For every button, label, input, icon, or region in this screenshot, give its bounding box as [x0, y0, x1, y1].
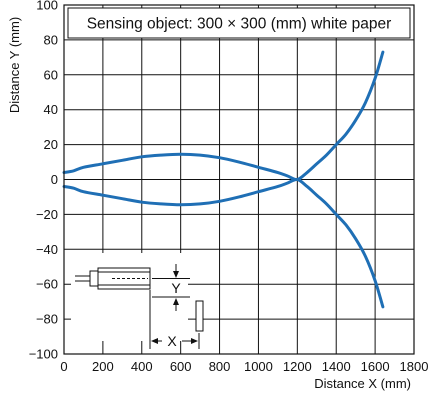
- y-tick-label: 80: [44, 32, 58, 47]
- target-plate: [195, 300, 204, 332]
- x-tick-label: 1400: [322, 359, 351, 374]
- inset-x-label: X: [167, 333, 177, 349]
- inset-diagram: Y X: [71, 253, 204, 349]
- x-tick-label: 1600: [361, 359, 390, 374]
- x-tick-label: 1800: [400, 359, 429, 374]
- x-axis-title: Distance X (mm): [314, 376, 411, 391]
- y-tick-label: 20: [44, 137, 58, 152]
- x-tick-label: 600: [170, 359, 192, 374]
- y-tick-label: −40: [36, 242, 58, 257]
- y-tick-label: −60: [36, 277, 58, 292]
- x-arrow-head: [191, 338, 198, 344]
- x-arrow-head: [151, 338, 158, 344]
- y-tick-label: 0: [51, 172, 58, 187]
- y-arrow-head: [173, 298, 179, 305]
- plot-frame: [63, 4, 415, 355]
- x-tick-label: 200: [92, 359, 114, 374]
- title-box: [67, 7, 411, 39]
- tick-layer: 0 200 400 600 800 1000 1200 1400 1600 18001008060…: [29, 0, 429, 374]
- y-arrow-head: [173, 271, 179, 278]
- y-tick-label: 60: [44, 67, 58, 82]
- x-tick-label: 800: [209, 359, 231, 374]
- y-tick-label: −100: [29, 347, 58, 362]
- inset-y-label: Y: [171, 280, 181, 296]
- chart-title: Sensing object: 300 × 300 (mm) white pap…: [87, 16, 392, 33]
- x-tick-label: 400: [131, 359, 153, 374]
- x-tick-label: 1000: [244, 359, 273, 374]
- sensor-cap: [89, 270, 99, 287]
- series-layer: [62, 50, 385, 309]
- y-tick-label: 100: [36, 0, 58, 13]
- x-tick-label: 1200: [283, 359, 312, 374]
- y-tick-label: −80: [36, 312, 58, 327]
- series-line-lower: [62, 177, 385, 309]
- y-tick-label: 40: [44, 102, 58, 117]
- y-axis-title: Distance Y (mm): [7, 17, 22, 113]
- x-tick-label: 0: [60, 359, 67, 374]
- y-tick-label: −20: [36, 207, 58, 222]
- series-line-upper: [62, 50, 385, 182]
